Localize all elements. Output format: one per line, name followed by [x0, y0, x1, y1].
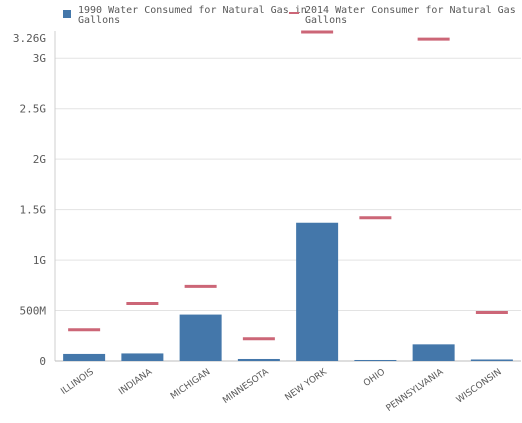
- bar: [470, 359, 513, 361]
- x-tick-label: WISCONSIN: [455, 367, 504, 405]
- bar: [354, 359, 397, 361]
- x-tick-label: NEW YORK: [283, 367, 329, 404]
- gridlines: [55, 57, 521, 362]
- bar: [63, 353, 106, 361]
- x-axis: ILLINOIS INDIANA MICHIGAN MINNESOTA NEW YORK…: [59, 367, 503, 414]
- y-tick-label: 1G: [33, 254, 46, 267]
- markers-2014: [68, 30, 508, 341]
- legend: 1990 Water Consumed for Natural Gas in G…: [63, 5, 522, 26]
- legend-label-1990-line2: Gallons: [78, 15, 120, 26]
- y-tick-label: 0: [39, 355, 46, 368]
- x-tick-label: MICHIGAN: [169, 367, 212, 402]
- y-max-label: 3.26G: [13, 32, 46, 45]
- bar: [121, 353, 164, 361]
- legend-label-1990-line1: 1990 Water Consumed for Natural Gas in: [78, 5, 307, 16]
- y-axis: 0 500M 1G 1.5G 2G 2.5G 3G 3.26G: [13, 31, 521, 368]
- legend-label-2014-line2: Gallons: [305, 15, 347, 26]
- bar: [179, 314, 222, 361]
- x-tick-label: INDIANA: [117, 367, 155, 397]
- y-tick-label: 500M: [20, 305, 47, 318]
- bars-1990: [63, 222, 513, 361]
- legend-label-2014-line1: 2014 Water Consumer for Natural Gas in: [305, 5, 522, 16]
- y-tick-label: 1.5G: [20, 204, 47, 217]
- x-tick-label: OHIO: [362, 367, 387, 389]
- x-tick-label: PENNSYLVANIA: [385, 367, 446, 414]
- y-tick-label: 3G: [33, 52, 46, 65]
- x-tick-label: MINNESOTA: [221, 367, 271, 406]
- legend-swatch-1990: [63, 10, 71, 18]
- bar: [237, 358, 280, 361]
- y-tick-label: 2.5G: [20, 103, 47, 116]
- y-tick-label: 2G: [33, 153, 46, 166]
- bar: [296, 222, 339, 361]
- bar: [412, 344, 455, 361]
- x-tick-label: ILLINOIS: [59, 367, 96, 397]
